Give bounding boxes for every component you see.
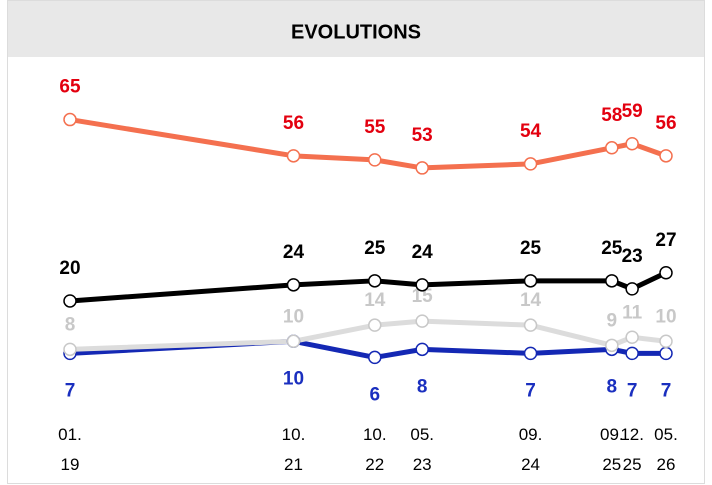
data-label: 24 [412, 242, 434, 263]
point [523, 346, 538, 361]
point [368, 318, 382, 332]
data-label: 55 [364, 117, 386, 138]
point [605, 338, 619, 353]
chart-title: EVOLUTIONS [291, 21, 421, 43]
point [415, 342, 429, 357]
point [63, 294, 77, 308]
data-label: 14 [364, 290, 386, 311]
data-label: 58 [601, 105, 622, 126]
point [368, 350, 382, 365]
point [523, 157, 538, 171]
point [605, 141, 619, 155]
point [659, 149, 673, 163]
data-label: 7 [525, 380, 536, 401]
point [415, 161, 429, 175]
point [659, 334, 673, 349]
data-label: 65 [59, 77, 81, 98]
data-label: 7 [661, 380, 672, 401]
point [286, 278, 301, 292]
point [523, 274, 538, 288]
point [286, 334, 301, 349]
data-label: 10 [655, 306, 676, 327]
data-label: 27 [655, 230, 676, 251]
point [63, 112, 77, 127]
data-label: 25 [520, 238, 542, 259]
data-label: 7 [65, 380, 76, 401]
point [368, 274, 382, 288]
x-tick-label: 10. 22 [363, 425, 387, 474]
data-label: 15 [412, 286, 434, 307]
x-tick-label: 09. 24 [519, 425, 543, 474]
x-tick-label: 10. 21 [282, 425, 306, 474]
point [415, 278, 429, 292]
data-label: 8 [417, 376, 428, 397]
x-tick-label: 05. 26 [654, 425, 678, 474]
frame [7, 0, 705, 484]
point [659, 346, 673, 361]
point [659, 266, 673, 280]
data-label: 9 [607, 310, 618, 331]
data-label: 56 [283, 113, 304, 134]
data-label: 10 [283, 306, 304, 327]
data-label: 10 [283, 368, 304, 389]
point [523, 318, 538, 332]
data-label: 24 [283, 242, 305, 263]
data-label: 14 [520, 290, 542, 311]
data-label: 23 [622, 246, 643, 267]
point [63, 342, 77, 357]
x-tick-label: 05. 23 [410, 425, 434, 474]
data-label: 11 [622, 302, 643, 323]
data-label: 54 [520, 121, 542, 142]
title-bar [8, 1, 704, 57]
point [625, 346, 639, 361]
point [368, 153, 382, 167]
point [625, 136, 639, 151]
data-label: 8 [607, 376, 618, 397]
point [625, 282, 639, 296]
data-label: 8 [65, 314, 76, 335]
data-label: 56 [655, 113, 676, 134]
data-label: 7 [627, 380, 638, 401]
data-label: 53 [412, 125, 433, 146]
point [625, 330, 639, 345]
data-label: 20 [59, 258, 80, 279]
x-tick-label: 01. 19 [58, 425, 82, 474]
data-label: 59 [622, 101, 643, 122]
data-label: 6 [369, 384, 380, 405]
point [605, 274, 619, 288]
data-label: 25 [601, 238, 623, 259]
x-tick-label: 09. 25 [600, 425, 624, 474]
data-label: 25 [364, 238, 386, 259]
x-tick-label: 12. 25 [620, 425, 644, 474]
point [415, 314, 429, 328]
point [286, 149, 301, 163]
